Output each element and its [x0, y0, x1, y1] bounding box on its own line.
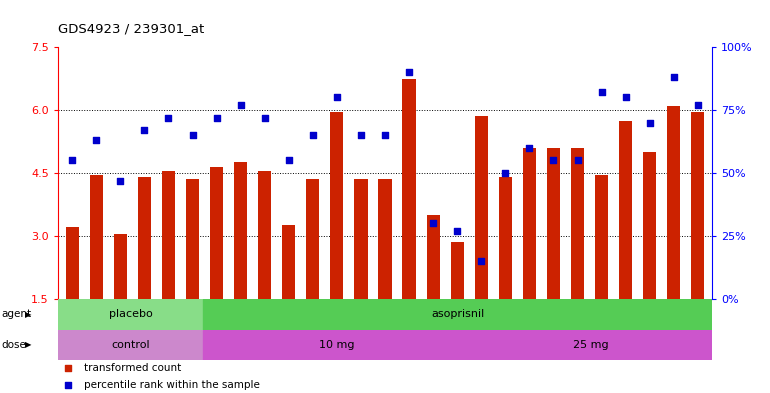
- Bar: [210, 167, 223, 299]
- Bar: [595, 175, 608, 299]
- Point: [186, 132, 199, 138]
- Bar: [58, 299, 203, 329]
- Point: [451, 228, 464, 234]
- Point: [499, 170, 511, 176]
- Bar: [427, 215, 440, 299]
- Point: [66, 157, 79, 163]
- Bar: [354, 179, 367, 299]
- Bar: [162, 171, 175, 299]
- Bar: [691, 112, 705, 299]
- Point: [427, 220, 439, 226]
- Point: [306, 132, 319, 138]
- Bar: [58, 329, 203, 360]
- Bar: [403, 79, 416, 299]
- Point: [355, 132, 367, 138]
- Bar: [470, 329, 712, 360]
- Text: 25 mg: 25 mg: [573, 340, 609, 350]
- Point: [259, 114, 271, 121]
- Bar: [138, 177, 151, 299]
- Bar: [330, 112, 343, 299]
- Text: placebo: placebo: [109, 309, 152, 319]
- Bar: [306, 179, 320, 299]
- Text: ▶: ▶: [25, 310, 31, 319]
- Point: [619, 94, 631, 101]
- Point: [62, 382, 74, 388]
- Point: [210, 114, 223, 121]
- Point: [62, 365, 74, 371]
- Point: [330, 94, 343, 101]
- Point: [644, 119, 656, 126]
- Bar: [234, 162, 247, 299]
- Point: [691, 102, 704, 108]
- Point: [234, 102, 246, 108]
- Bar: [619, 121, 632, 299]
- Bar: [450, 242, 464, 299]
- Point: [403, 69, 415, 75]
- Point: [571, 157, 584, 163]
- Point: [547, 157, 560, 163]
- Point: [90, 137, 102, 143]
- Bar: [571, 148, 584, 299]
- Point: [114, 177, 126, 184]
- Bar: [474, 116, 488, 299]
- Bar: [547, 148, 560, 299]
- Point: [475, 258, 487, 264]
- Text: 10 mg: 10 mg: [319, 340, 354, 350]
- Text: ▶: ▶: [25, 340, 31, 349]
- Text: dose: dose: [2, 340, 26, 350]
- Bar: [499, 177, 512, 299]
- Text: GDS4923 / 239301_at: GDS4923 / 239301_at: [58, 22, 204, 35]
- Bar: [258, 171, 271, 299]
- Point: [162, 114, 175, 121]
- Bar: [89, 175, 103, 299]
- Point: [668, 74, 680, 81]
- Bar: [643, 152, 656, 299]
- Bar: [523, 148, 536, 299]
- Text: agent: agent: [2, 309, 32, 319]
- Text: control: control: [111, 340, 150, 350]
- Bar: [378, 179, 392, 299]
- Text: asoprisnil: asoprisnil: [431, 309, 484, 319]
- Point: [283, 157, 295, 163]
- Point: [139, 127, 151, 133]
- Bar: [114, 234, 127, 299]
- Point: [524, 145, 536, 151]
- Bar: [203, 329, 470, 360]
- Text: transformed count: transformed count: [84, 363, 181, 373]
- Point: [595, 89, 608, 95]
- Bar: [282, 226, 296, 299]
- Bar: [203, 299, 712, 329]
- Bar: [65, 228, 79, 299]
- Point: [379, 132, 391, 138]
- Bar: [667, 106, 681, 299]
- Bar: [186, 179, 199, 299]
- Text: percentile rank within the sample: percentile rank within the sample: [84, 380, 259, 390]
